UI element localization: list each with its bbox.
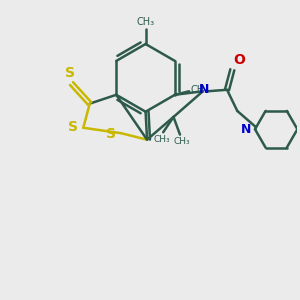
Text: O: O: [233, 53, 245, 67]
Text: CH₃: CH₃: [136, 17, 154, 27]
Text: CH₃: CH₃: [191, 85, 209, 95]
Text: S: S: [68, 120, 78, 134]
Text: S: S: [106, 128, 116, 141]
Text: N: N: [199, 83, 209, 96]
Text: CH₃: CH₃: [173, 137, 190, 146]
Text: S: S: [65, 66, 75, 80]
Text: N: N: [241, 123, 251, 136]
Text: CH₃: CH₃: [154, 135, 171, 144]
